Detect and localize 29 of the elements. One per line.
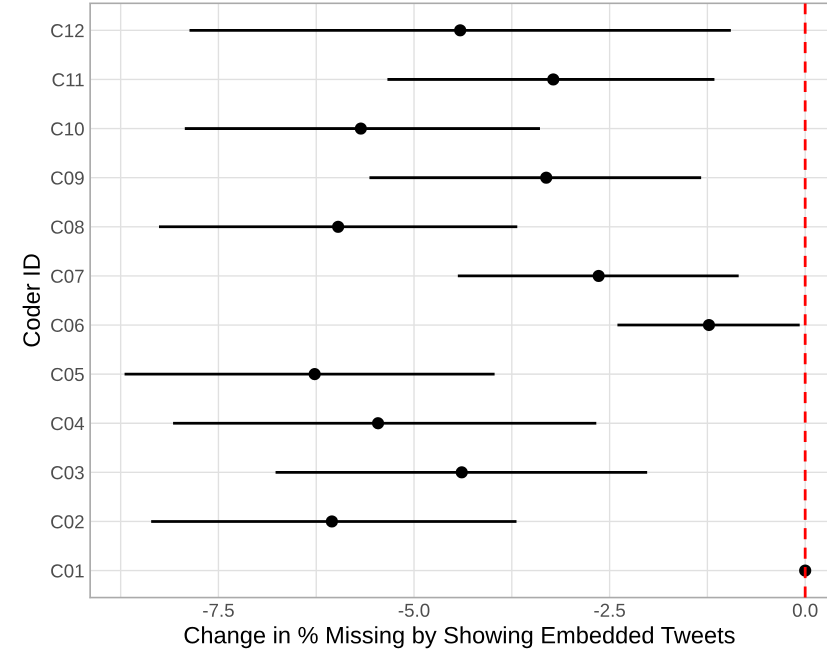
- y-tick-label: C01: [51, 564, 84, 578]
- y-tick-label: C11: [52, 73, 84, 86]
- y-tick-label: C04: [51, 416, 84, 430]
- point: [592, 270, 605, 282]
- y-tick-label: C09: [51, 171, 84, 185]
- y-tick-label: C02: [51, 515, 84, 528]
- point: [540, 172, 552, 184]
- y-axis-title: Coder ID: [22, 254, 40, 346]
- y-tick-label: C10: [51, 122, 84, 136]
- point: [702, 318, 716, 332]
- point: [308, 368, 321, 380]
- y-tick-label: C05: [51, 368, 84, 382]
- point: [454, 24, 466, 36]
- point: [354, 122, 367, 135]
- y-tick-label: C06: [51, 318, 84, 332]
- x-tick-label: 0.0: [792, 604, 818, 617]
- y-tick-label: C07: [51, 270, 84, 283]
- point: [547, 73, 560, 86]
- point: [372, 417, 384, 430]
- point: [456, 466, 468, 478]
- y-tick-label: C03: [51, 466, 84, 480]
- y-tick-label: C08: [51, 220, 84, 234]
- point: [326, 515, 338, 528]
- x-axis-title: Change in % Missing by Showing Embedded Tweets: [184, 626, 735, 648]
- x-tick-label: -7.5: [203, 604, 234, 617]
- y-tick-label: C12: [51, 24, 84, 38]
- x-tick-label: -2.5: [594, 604, 625, 617]
- x-tick-label: -5.0: [398, 604, 430, 617]
- point: [332, 220, 344, 233]
